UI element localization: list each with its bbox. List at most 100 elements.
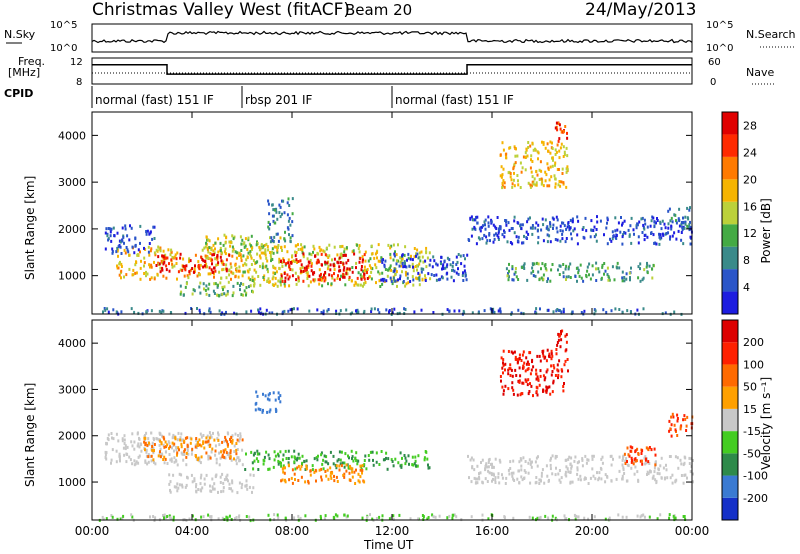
echo-cell xyxy=(104,308,107,312)
colorbar-swatch xyxy=(722,431,738,454)
echo-cell xyxy=(509,374,512,377)
echo-cell xyxy=(565,348,568,352)
echo-cell xyxy=(147,455,150,459)
echo-cell xyxy=(505,476,508,480)
echo-cell xyxy=(462,254,465,258)
echo-cell xyxy=(401,257,404,261)
echo-cell xyxy=(210,450,213,454)
echo-cell xyxy=(555,150,558,154)
echo-cell xyxy=(185,282,188,286)
echo-cell xyxy=(424,259,427,263)
echo-cell xyxy=(236,456,239,460)
echo-cell xyxy=(329,466,332,470)
echo-cell xyxy=(294,254,297,258)
echo-cell xyxy=(164,450,167,454)
echo-cell xyxy=(160,259,163,263)
echo-cell xyxy=(231,441,234,445)
echo-cell xyxy=(372,458,374,462)
echo-cell xyxy=(322,467,325,471)
echo-cell xyxy=(536,261,538,265)
echo-cell xyxy=(294,478,296,481)
echo-cell xyxy=(573,513,576,517)
echo-cell xyxy=(139,250,141,254)
nave-label: Nave xyxy=(746,66,774,79)
echo-cell xyxy=(359,273,362,277)
echo-cell xyxy=(168,432,171,436)
echo-cell xyxy=(536,375,539,379)
echo-cell xyxy=(648,264,651,268)
echo-cell xyxy=(554,238,557,241)
echo-cell xyxy=(549,392,552,396)
echo-cell xyxy=(105,227,108,231)
echo-cell xyxy=(182,293,185,297)
echo-cell xyxy=(305,270,308,274)
echo-cell xyxy=(337,274,339,278)
echo-cell xyxy=(591,264,594,268)
echo-cell xyxy=(346,272,349,276)
echo-cell xyxy=(128,238,131,242)
echo-cell xyxy=(559,229,562,233)
echo-cell xyxy=(263,274,266,278)
echo-cell xyxy=(514,355,517,359)
echo-cell xyxy=(159,455,162,459)
echo-cell xyxy=(235,452,238,456)
echo-cell xyxy=(287,449,290,453)
y-tick-label: 4000 xyxy=(58,337,86,350)
echo-cell xyxy=(284,480,287,484)
echo-cell xyxy=(531,232,534,236)
echo-cell xyxy=(330,274,333,278)
echo-cell xyxy=(591,273,594,277)
echo-cell xyxy=(508,367,511,370)
echo-cell xyxy=(539,359,542,363)
echo-cell xyxy=(323,273,325,277)
echo-cell xyxy=(569,218,572,222)
echo-cell xyxy=(412,283,415,287)
echo-cell xyxy=(392,514,395,518)
echo-cell xyxy=(487,469,490,473)
echo-cell xyxy=(441,264,444,268)
echo-cell xyxy=(375,266,378,270)
echo-cell xyxy=(641,449,644,453)
echo-cell xyxy=(106,437,109,440)
echo-cell xyxy=(179,268,182,272)
echo-cell xyxy=(289,268,292,271)
echo-cell xyxy=(287,277,290,281)
echo-cell xyxy=(208,266,211,270)
echo-cell xyxy=(522,381,525,385)
echo-cell xyxy=(531,175,534,179)
echo-cell xyxy=(267,199,270,203)
echo-cell xyxy=(326,261,329,265)
echo-cell xyxy=(671,220,674,224)
echo-cell xyxy=(626,479,629,483)
echo-cell xyxy=(552,310,555,314)
echo-cell xyxy=(175,485,178,489)
echo-cell xyxy=(527,392,530,396)
colorbar-tick-label: 20 xyxy=(743,173,757,186)
echo-cell xyxy=(278,267,281,271)
echo-cell xyxy=(476,464,479,468)
echo-cell xyxy=(382,258,384,262)
echo-cell xyxy=(363,480,366,484)
echo-cell xyxy=(557,332,560,336)
echo-cell xyxy=(324,271,327,274)
echo-cell xyxy=(228,487,231,490)
echo-cell xyxy=(243,245,246,249)
echo-cell xyxy=(229,451,232,455)
echo-cell xyxy=(124,447,127,451)
echo-cell xyxy=(287,309,290,313)
echo-cell xyxy=(262,408,264,412)
echo-cell xyxy=(392,464,395,468)
echo-cell xyxy=(534,183,537,187)
echo-cell xyxy=(406,272,409,276)
echo-cell xyxy=(621,477,624,481)
echo-cell xyxy=(404,245,407,249)
echo-cell xyxy=(355,468,357,472)
echo-cell xyxy=(566,131,568,135)
echo-cell xyxy=(689,235,692,239)
echo-cell xyxy=(486,465,489,469)
echo-cell xyxy=(123,248,126,252)
echo-cell xyxy=(544,389,547,393)
echo-cell xyxy=(389,264,392,268)
echo-cell xyxy=(327,264,330,268)
echo-cell xyxy=(506,240,509,244)
